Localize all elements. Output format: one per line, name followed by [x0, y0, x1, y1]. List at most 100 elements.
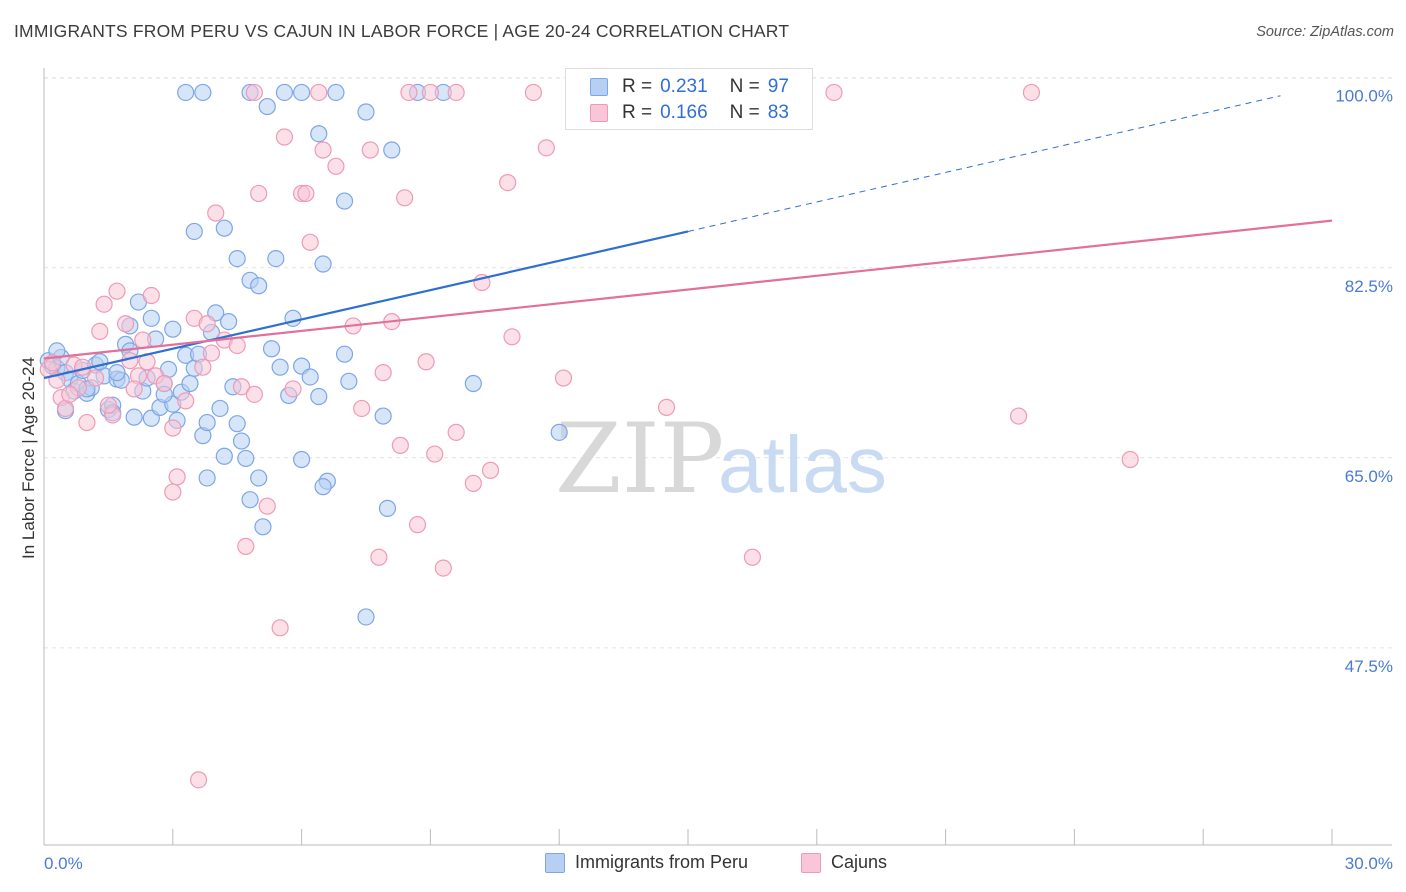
- peru-point: [293, 450, 311, 469]
- peru-point: [185, 222, 203, 241]
- cajun-trend-line: [43, 219, 1333, 360]
- chart-title: IMMIGRANTS FROM PERU VS CAJUN IN LABOR F…: [14, 21, 790, 41]
- peru-point: [262, 340, 281, 358]
- cajun-point: [189, 771, 208, 789]
- legend-r-value: 0.166: [660, 102, 708, 123]
- cajun-point: [537, 139, 555, 157]
- peru-point: [267, 250, 285, 268]
- cajun-point: [297, 184, 315, 203]
- cajun-point: [232, 378, 251, 396]
- peru-legend-swatch: [545, 852, 565, 873]
- peru-point: [293, 83, 311, 102]
- legend-r-label: R =: [622, 102, 653, 123]
- cajun-point: [142, 286, 160, 305]
- cajun-point: [499, 173, 517, 192]
- legend-r-label: R =: [622, 76, 653, 97]
- cajun-point: [245, 385, 263, 403]
- y-axis-label: In Labor Force | Age 20-24: [19, 357, 38, 559]
- x-tick-label: 30.0%: [1345, 854, 1393, 873]
- peru-points: [39, 83, 568, 626]
- cajun-legend-swatch: [801, 852, 821, 873]
- cajun-point: [825, 83, 843, 102]
- peru-point: [108, 364, 126, 382]
- peru-point: [357, 608, 375, 626]
- x-tick-label: 0.0%: [44, 854, 83, 873]
- peru-point: [258, 97, 276, 116]
- cajun-point: [1009, 407, 1028, 425]
- cajun-point: [86, 369, 105, 387]
- peru-point: [310, 387, 328, 406]
- cajun-point: [1022, 83, 1041, 102]
- peru-point: [271, 358, 289, 376]
- cajun-point: [95, 295, 113, 313]
- cajun-point: [207, 204, 225, 222]
- peru-point: [327, 83, 345, 102]
- legend-item-cajuns[interactable]: Cajuns: [801, 852, 887, 873]
- legend-row-peru: R = 0.231 N = 97: [590, 75, 789, 99]
- cajun-point: [301, 233, 319, 251]
- legend-item-peru[interactable]: Immigrants from Peru: [545, 852, 748, 873]
- peru-point: [314, 255, 332, 273]
- cajun-point: [447, 83, 465, 102]
- cajun-point: [481, 461, 500, 479]
- y-tick-label: 65.0%: [1345, 467, 1393, 486]
- legend-r-value: 0.231: [660, 76, 708, 97]
- cajun-point: [164, 483, 182, 501]
- peru-point: [164, 320, 182, 338]
- cajun-point: [743, 548, 762, 566]
- cajun-point: [503, 328, 521, 346]
- cajun-point: [91, 322, 109, 340]
- peru-point: [254, 518, 272, 536]
- peru-legend-label: Immigrants from Peru: [575, 852, 749, 872]
- cajun-point: [198, 315, 216, 333]
- peru-point: [335, 192, 354, 210]
- cajun-point: [524, 83, 543, 102]
- cajun-point: [134, 331, 152, 349]
- cajun-point: [396, 189, 414, 207]
- cajun-point: [177, 392, 195, 410]
- watermark: ZIP atlas: [555, 403, 887, 515]
- cajun-point: [408, 516, 427, 534]
- cajun-point: [202, 344, 221, 362]
- cajun-point: [391, 436, 409, 454]
- cajun-point: [108, 282, 126, 300]
- peru-point: [198, 413, 216, 432]
- peru-point: [211, 399, 229, 418]
- y-tick-label: 47.5%: [1345, 657, 1393, 676]
- cajun-point: [56, 399, 75, 418]
- cajun-point: [164, 419, 182, 437]
- peru-point: [220, 312, 238, 331]
- cajun-point: [78, 413, 96, 432]
- peru-point: [215, 219, 233, 237]
- peru-point: [215, 447, 233, 465]
- cajun-point: [353, 399, 371, 418]
- peru-point: [250, 277, 268, 295]
- cajun-point: [417, 353, 435, 371]
- cajun-point: [421, 83, 439, 102]
- correlation-legend: R = 0.231 N = 97 R = 0.166 N = 83: [565, 68, 813, 130]
- cajun-point: [258, 497, 276, 515]
- peru-point: [378, 499, 397, 517]
- peru-point: [250, 469, 268, 487]
- cajun-point: [125, 380, 143, 398]
- trend-lines: [43, 95, 1333, 380]
- cajun-point: [464, 474, 482, 492]
- cajun-point: [155, 374, 173, 393]
- peru-point: [335, 345, 354, 363]
- grid-lines: [44, 77, 1392, 649]
- cajun-point: [245, 83, 263, 102]
- series-legend: Immigrants from Peru Cajuns: [0, 852, 1406, 878]
- cajun-legend-label: Cajuns: [831, 852, 888, 872]
- watermark-zip: ZIP: [555, 403, 724, 515]
- peru-point: [177, 83, 195, 102]
- cajun-point: [275, 128, 294, 146]
- peru-point: [383, 141, 401, 159]
- peru-point: [275, 83, 294, 102]
- peru-point: [340, 372, 358, 390]
- peru-point: [142, 309, 160, 327]
- peru-trend-line: [43, 230, 689, 380]
- cajun-point: [228, 336, 246, 355]
- cajun-point: [426, 445, 444, 463]
- source-label: Source: ZipAtlas.com: [1256, 24, 1394, 40]
